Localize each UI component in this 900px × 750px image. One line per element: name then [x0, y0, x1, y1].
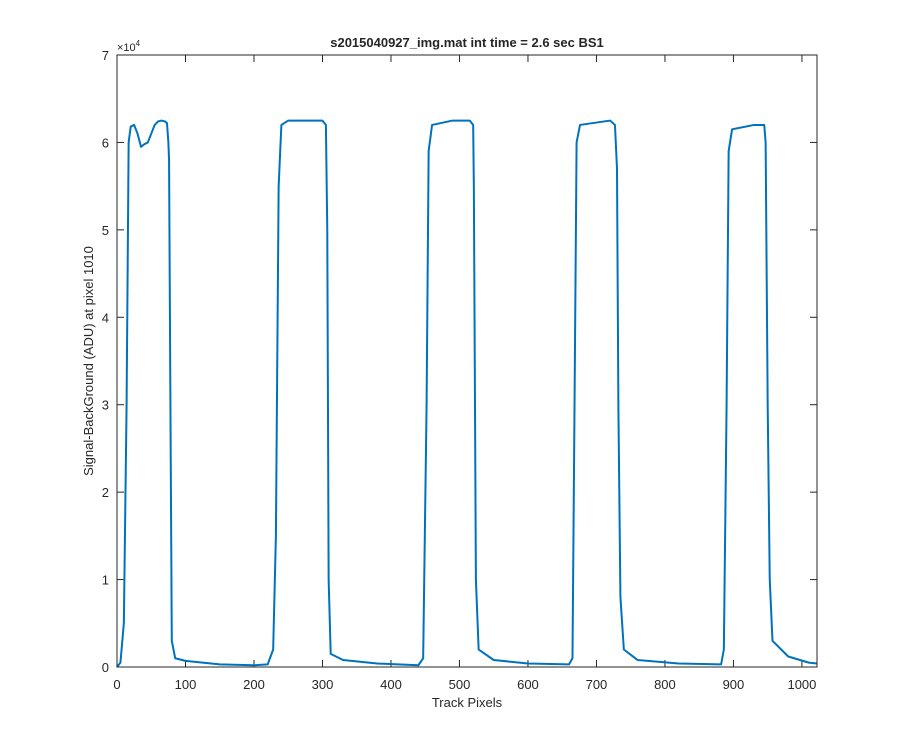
x-tick-label: 0	[113, 677, 120, 692]
y-tick-label: 0	[102, 660, 109, 675]
x-tick-label: 400	[380, 677, 402, 692]
y-tick-label: 3	[102, 398, 109, 413]
x-tick-label: 300	[312, 677, 334, 692]
x-tick-label: 600	[517, 677, 539, 692]
x-tick-label: 700	[586, 677, 608, 692]
y-tick-label: 2	[102, 485, 109, 500]
y-tick-label: 1	[102, 573, 109, 588]
x-tick-label: 800	[654, 677, 676, 692]
y-multiplier-base: ×10	[117, 42, 136, 54]
chart-title: s2015040927_img.mat int time = 2.6 sec B…	[330, 35, 604, 50]
data-line	[116, 119, 818, 668]
x-tick-label: 200	[243, 677, 265, 692]
y-axis-label: Signal-BackGround (ADU) at pixel 1010	[81, 246, 96, 476]
x-tick-label: 1000	[787, 677, 816, 692]
x-tick-label: 500	[449, 677, 471, 692]
x-axis-label: Track Pixels	[432, 695, 503, 710]
y-tick-label: 6	[102, 135, 109, 150]
axes-box	[116, 54, 818, 668]
y-tick-label: 5	[102, 223, 109, 238]
y-tick-label: 4	[102, 310, 109, 325]
y-multiplier: ×104	[117, 39, 141, 54]
x-tick-label: 900	[723, 677, 745, 692]
y-tick-label: 7	[102, 48, 109, 63]
x-tick-label: 100	[175, 677, 197, 692]
y-multiplier-exponent: 4	[136, 39, 141, 48]
